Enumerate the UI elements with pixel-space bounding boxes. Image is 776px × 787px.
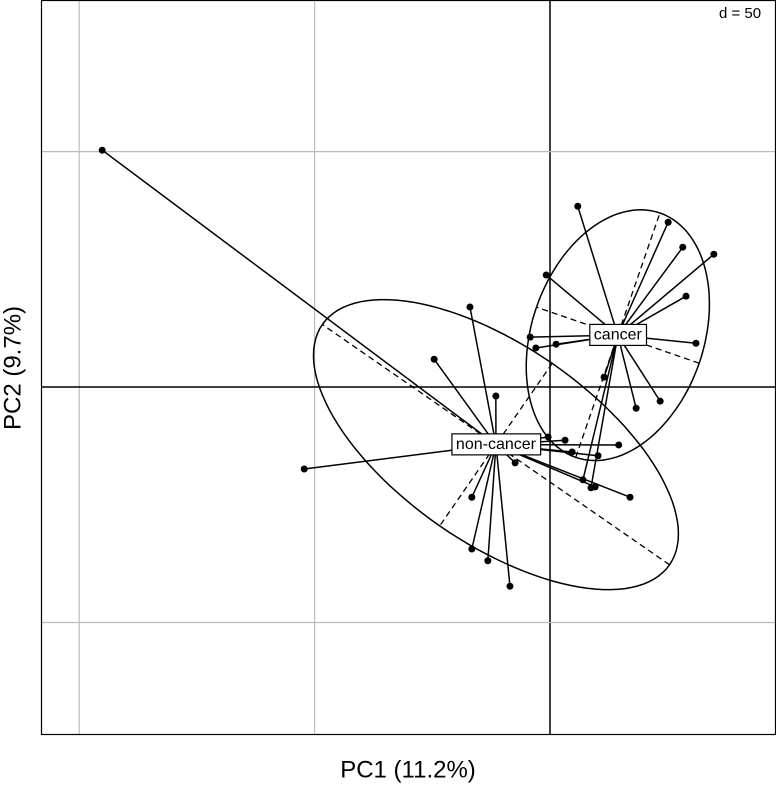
- point: [484, 557, 492, 565]
- point: [98, 146, 106, 154]
- class-label-text: non-cancer: [456, 436, 537, 453]
- class-label: cancer: [589, 323, 648, 347]
- y-axis-label: PC2 (9.7%): [0, 306, 26, 430]
- star-segment: [617, 335, 637, 409]
- point: [506, 582, 514, 590]
- point: [544, 433, 552, 441]
- star-segment: [433, 358, 497, 446]
- ellipse-axis: [575, 212, 661, 458]
- star-segment: [101, 149, 497, 446]
- point: [600, 373, 608, 381]
- star-segment: [582, 335, 619, 480]
- point: [656, 397, 664, 405]
- point: [664, 218, 672, 226]
- class-label-text: cancer: [594, 326, 643, 343]
- point: [710, 250, 718, 258]
- grid: [41, 0, 776, 735]
- point: [574, 202, 582, 210]
- star-segment: [471, 444, 497, 550]
- point: [552, 340, 560, 348]
- grid-label: d = 50: [719, 5, 761, 22]
- point: [679, 243, 687, 251]
- label-box: [589, 323, 648, 347]
- ellipse-axis: [536, 306, 700, 364]
- star-segment: [617, 246, 684, 336]
- point: [682, 292, 690, 300]
- class-group: [98, 146, 680, 591]
- point: [526, 333, 534, 341]
- point: [542, 271, 550, 279]
- point: [492, 392, 500, 400]
- point: [615, 441, 623, 449]
- class-label: non-cancer: [451, 433, 542, 456]
- x-axis-label: PC1 (11.2%): [340, 756, 476, 783]
- ellipse-axis: [439, 363, 553, 527]
- point: [568, 448, 576, 456]
- point: [532, 344, 540, 352]
- class-group: [525, 202, 718, 492]
- point: [632, 404, 640, 412]
- label-box: [451, 433, 542, 456]
- point: [466, 303, 474, 311]
- star-segment: [469, 306, 497, 445]
- star-segment: [495, 444, 511, 587]
- point: [692, 339, 700, 347]
- star-segment: [617, 221, 669, 336]
- plot-frame: [40, 0, 776, 736]
- point: [561, 436, 569, 444]
- star-segment: [617, 253, 715, 336]
- star-segment: [577, 206, 619, 336]
- point: [468, 493, 476, 501]
- star-segment: [590, 335, 619, 488]
- point: [430, 355, 438, 363]
- star-segment: [617, 334, 661, 402]
- point: [591, 483, 599, 491]
- star-segment: [487, 444, 497, 561]
- point: [594, 452, 602, 460]
- point: [300, 465, 308, 473]
- point: [468, 545, 476, 553]
- point: [626, 493, 634, 501]
- plot-area: cancer non-cancer: [41, 0, 776, 735]
- point: [511, 459, 519, 467]
